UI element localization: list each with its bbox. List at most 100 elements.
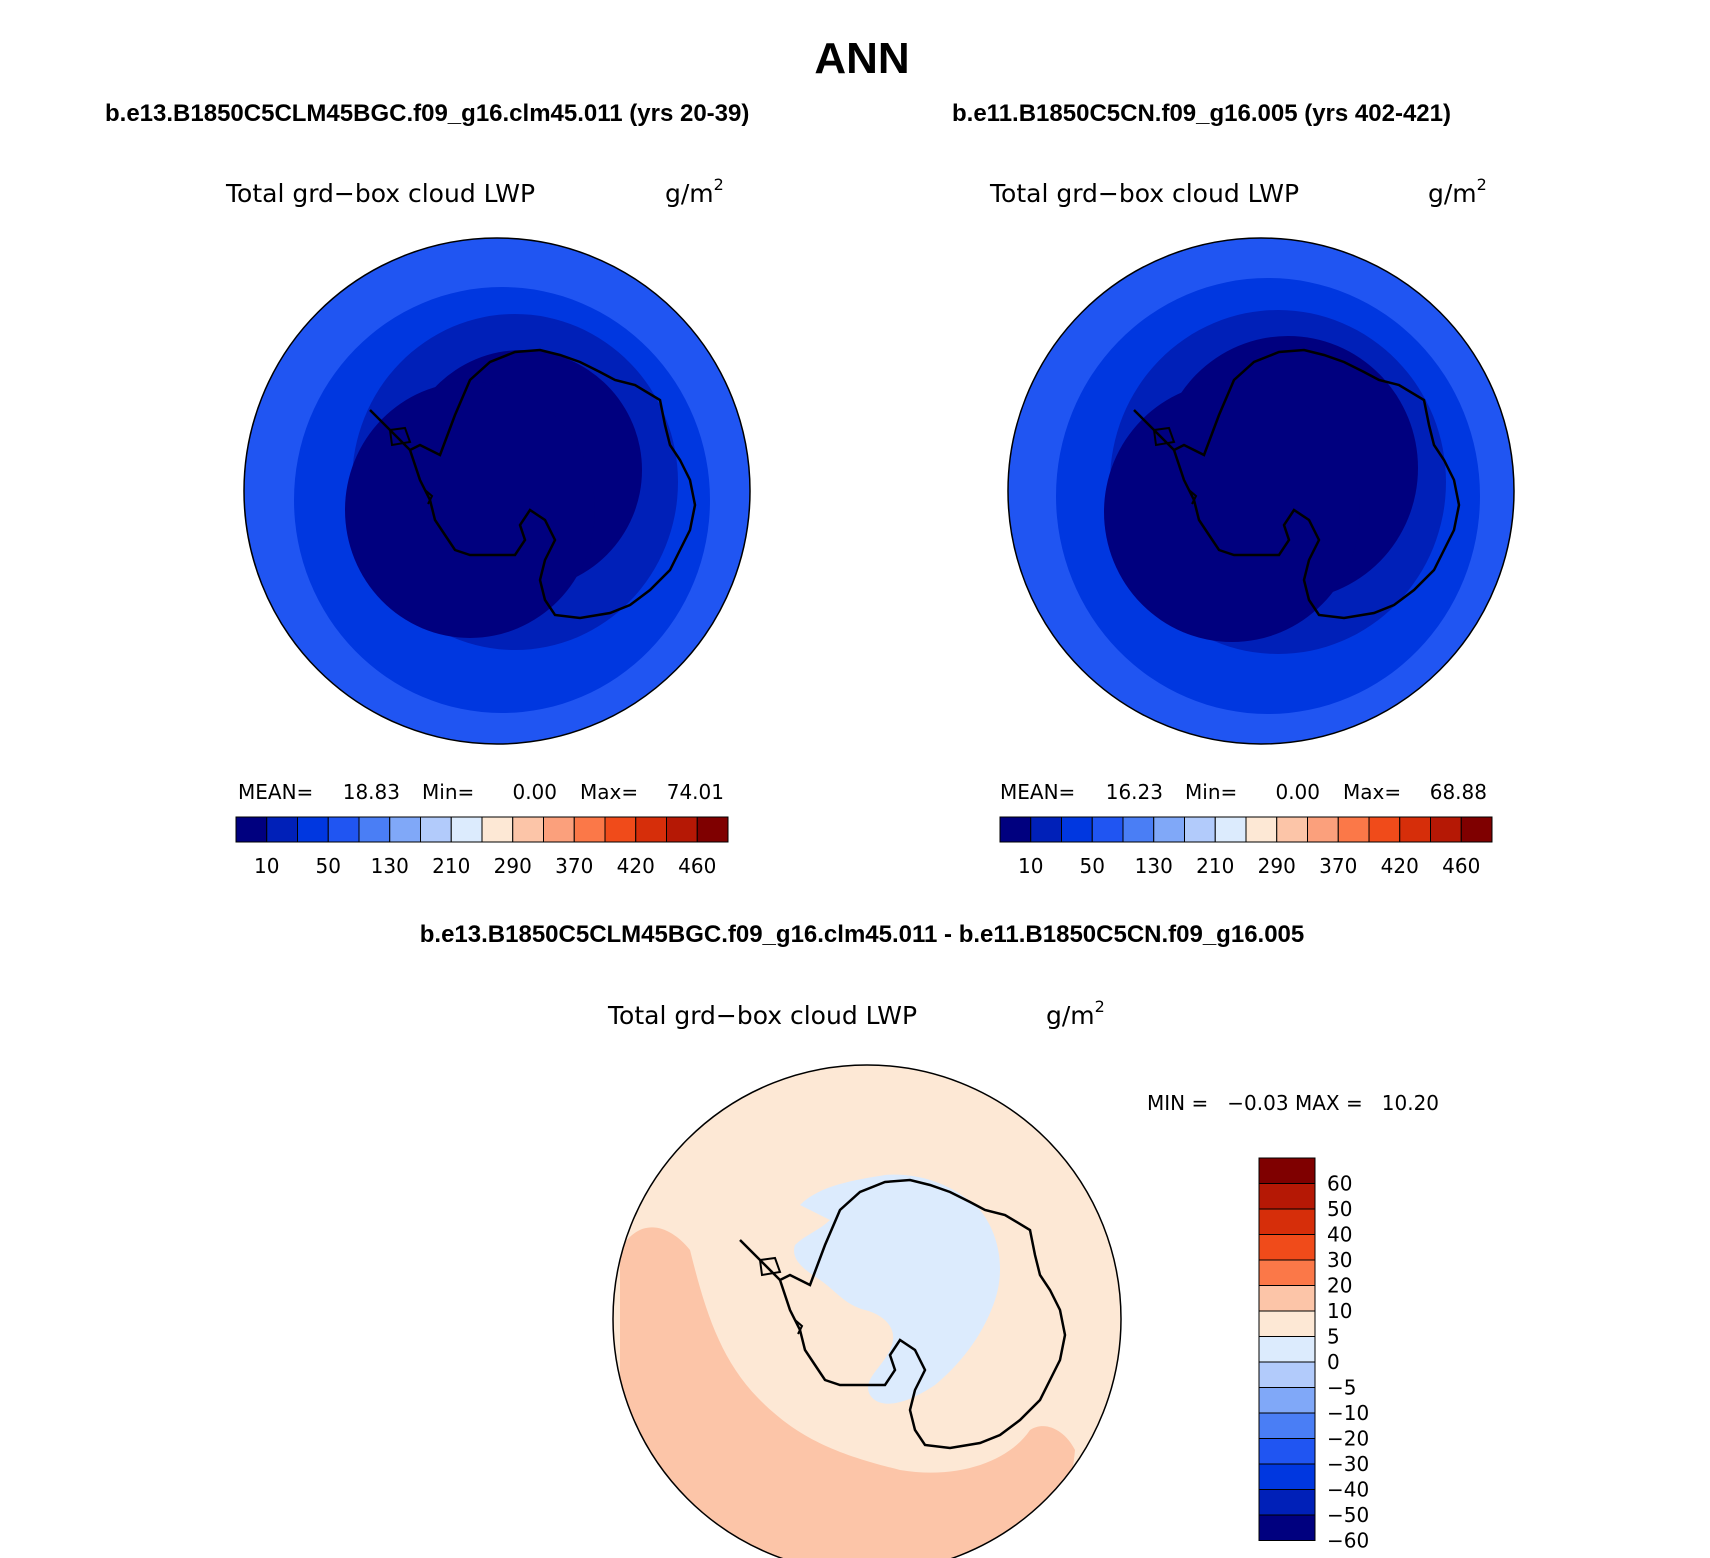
panel-right: b.e11.B1850C5CN.f09_g16.005 (yrs 402-421…: [952, 100, 1515, 878]
map-border-left: [243, 237, 751, 745]
colorbar-swatch: [1258, 1463, 1316, 1490]
colorbar-label: 460: [1442, 854, 1480, 878]
case-title-right: b.e11.B1850C5CN.f09_g16.005 (yrs 402-421…: [952, 100, 1451, 127]
colorbar-swatch: [1258, 1157, 1316, 1184]
colorbar-swatch: [1153, 816, 1185, 843]
colorbar-swatch: [1460, 816, 1493, 843]
colorbar-swatch: [1307, 816, 1339, 843]
colorbar-label: 290: [494, 854, 532, 878]
colorbar-swatch: [1258, 1310, 1316, 1337]
panel-diff: b.e13.B1850C5CLM45BGC.f09_g16.clm45.011 …: [420, 921, 1439, 1558]
colorbar-label: 420: [1381, 854, 1419, 878]
case-title-left: b.e13.B1850C5CLM45BGC.f09_g16.clm45.011 …: [105, 100, 749, 127]
units-diff: g/m2: [1046, 997, 1105, 1030]
svg-text:Max=: Max=: [580, 780, 638, 804]
variable-name-left: Total grd−box cloud LWP: [225, 179, 535, 208]
colorbar-swatch: [1430, 816, 1462, 843]
colorbar-label: 420: [617, 854, 655, 878]
colorbar-swatch: [573, 816, 606, 843]
colorbar-label: −50: [1327, 1503, 1369, 1527]
colorbar-label: 10: [254, 854, 279, 878]
colorbar-swatch: [1258, 1489, 1316, 1516]
colorbar-swatch: [1276, 816, 1308, 843]
colorbar-swatch: [604, 816, 637, 843]
colorbar-label: 50: [316, 854, 341, 878]
colorbar-label: 210: [432, 854, 470, 878]
colorbar-swatch: [481, 816, 514, 843]
colorbar-label: 0: [1327, 1350, 1340, 1374]
svg-text:74.01: 74.01: [667, 780, 724, 804]
colorbar-label: 370: [1319, 854, 1357, 878]
colorbar-left: 10 50 130 210 290 370 420 460: [235, 816, 729, 878]
colorbar-label: 20: [1327, 1274, 1352, 1298]
colorbar-label: −40: [1327, 1478, 1369, 1502]
colorbar-swatch: [543, 816, 575, 843]
colorbar-swatch: [1214, 816, 1247, 843]
svg-text:MEAN=: MEAN=: [238, 780, 313, 804]
colorbar-swatch: [1258, 1387, 1316, 1414]
colorbar-swatch: [1122, 816, 1155, 843]
colorbar-label: 290: [1258, 854, 1296, 878]
colorbar-swatch: [666, 816, 698, 843]
diff-title: b.e13.B1850C5CLM45BGC.f09_g16.clm45.011 …: [420, 921, 1305, 948]
colorbar-swatch: [1258, 1285, 1316, 1312]
colorbar-label: 130: [371, 854, 409, 878]
colorbar-label: 50: [1327, 1197, 1352, 1221]
colorbar-swatch: [297, 816, 329, 843]
colorbar-swatch: [1258, 1234, 1316, 1261]
colorbar-swatch: [358, 816, 391, 843]
colorbar-swatch: [1258, 1438, 1316, 1465]
colorbar-label: −20: [1327, 1427, 1369, 1451]
colorbar-label: 50: [1080, 854, 1105, 878]
colorbar-swatch: [1245, 816, 1278, 843]
map-diff: [613, 1065, 1121, 1558]
stats-left: MEAN= 18.83 Min= 0.00 Max= 74.01: [238, 780, 724, 804]
colorbar-swatch: [1258, 1336, 1316, 1363]
colorbar-swatch: [1337, 816, 1370, 843]
colorbar-label: 210: [1196, 854, 1234, 878]
colorbar-swatch: [420, 816, 452, 843]
colorbar-swatch: [235, 816, 268, 843]
colorbar-swatch: [635, 816, 667, 843]
map-border-diff: [612, 1064, 1122, 1558]
colorbar-label: 460: [678, 854, 716, 878]
colorbar-swatch: [512, 816, 544, 843]
colorbar-label: 40: [1327, 1223, 1352, 1247]
colorbar-swatch: [1368, 816, 1401, 843]
colorbar-swatch: [1258, 1361, 1316, 1388]
colorbar-swatch: [1258, 1514, 1316, 1541]
units-right: g/m2: [1428, 175, 1487, 208]
units-left: g/m2: [665, 175, 724, 208]
colorbar-swatch: [1030, 816, 1062, 843]
colorbar-swatch: [1061, 816, 1093, 843]
colorbar-swatch: [1091, 816, 1124, 843]
colorbar-swatch: [450, 816, 483, 843]
colorbar-label: −30: [1327, 1452, 1369, 1476]
colorbar-swatch: [327, 816, 360, 843]
colorbar-swatch: [1258, 1208, 1316, 1235]
colorbar-label: 130: [1135, 854, 1173, 878]
diff-minmax: MIN = −0.03 MAX = 10.20: [1147, 1091, 1439, 1115]
colorbar-label: 5: [1327, 1325, 1340, 1349]
map-right: [1008, 238, 1514, 744]
colorbar-label: −5: [1327, 1376, 1356, 1400]
page-title: ANN: [814, 34, 909, 83]
colorbar-swatch: [1399, 816, 1431, 843]
colorbar-label: −10: [1327, 1401, 1369, 1425]
colorbar-swatch: [1184, 816, 1216, 843]
colorbar-swatch: [1258, 1412, 1316, 1439]
stats-right: MEAN= 16.23 Min= 0.00 Max= 68.88: [1000, 780, 1487, 804]
svg-text:MEAN=: MEAN=: [1000, 780, 1075, 804]
colorbar-swatch: [696, 816, 729, 843]
colorbar-label: 370: [555, 854, 593, 878]
colorbar-swatch: [999, 816, 1032, 843]
svg-text:16.23: 16.23: [1106, 780, 1163, 804]
variable-name-right: Total grd−box cloud LWP: [989, 179, 1299, 208]
map-border-right: [1007, 237, 1515, 745]
colorbar-label: 10: [1327, 1299, 1352, 1323]
svg-text:18.83: 18.83: [343, 780, 400, 804]
colorbar-label: 30: [1327, 1248, 1352, 1272]
panel-left: b.e13.B1850C5CLM45BGC.f09_g16.clm45.011 …: [105, 100, 751, 878]
